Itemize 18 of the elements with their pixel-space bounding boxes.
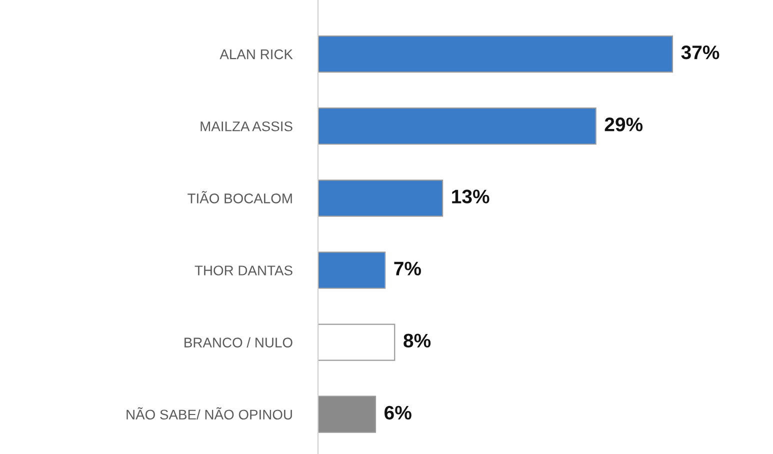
y-tick-label: ALAN RICK (220, 49, 293, 60)
data-label: 29% (604, 118, 643, 132)
data-label: 7% (394, 262, 421, 276)
y-tick-label: TIÃO BOCALOM (188, 191, 292, 204)
data-label: 37% (681, 46, 720, 60)
bar (318, 180, 444, 217)
y-tick-label: BRANCO / NULO (184, 337, 292, 348)
data-label: 6% (384, 406, 412, 420)
y-tick-label: NÃO SABE/ NÃO OPINOU (126, 407, 292, 420)
bar (318, 108, 596, 145)
bar (318, 396, 376, 433)
bar (318, 252, 386, 289)
bar (318, 35, 674, 73)
data-label: 8% (404, 334, 431, 348)
y-tick-label: THOR DANTAS (194, 266, 292, 276)
data-label: 13% (452, 190, 490, 204)
y-tick-label: MAILZA ASSIS (200, 121, 292, 132)
bar (318, 324, 396, 361)
